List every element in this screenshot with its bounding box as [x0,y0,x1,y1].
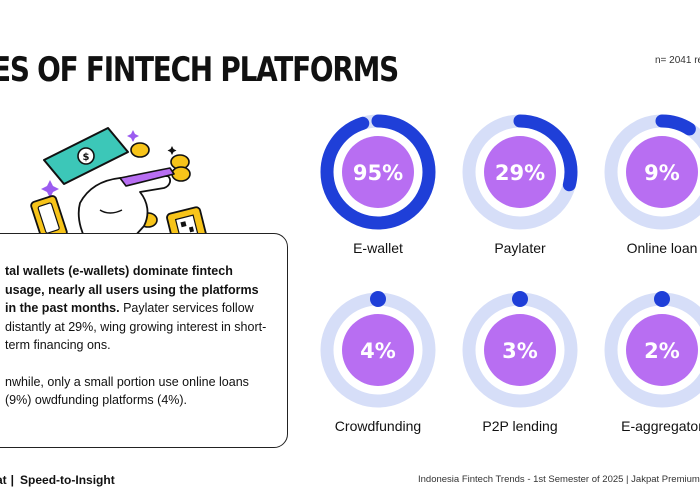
donut-center-e-aggregator [626,314,698,386]
donut-crowdfunding: 4% Crowdfunding [320,291,436,434]
insight-paragraph-2: nwhile, only a small portion use online … [5,374,249,408]
sample-size-note: n= 2041 res [655,55,700,66]
donut-center-p2p-lending [484,314,556,386]
brand-tagline: Speed-to-Insight [20,473,115,487]
svg-text:$: $ [83,152,90,163]
donut-center-paylater [484,136,556,208]
donut-center-e-wallet [342,136,414,208]
brand-name: at [0,473,7,487]
banknote-icon: $ [43,127,129,185]
donut-value-e-aggregator: 2% [644,339,680,363]
donut-label-crowdfunding: Crowdfunding [335,418,421,434]
donut-p2p-lending: 3% P2P lending [462,291,578,434]
insight-paragraph-1: tal wallets (e-wallets) dominate fintech… [5,262,273,355]
insight-text-box: tal wallets (e-wallets) dominate fintech… [0,233,288,448]
donut-label-e-aggregator: E-aggregator [621,418,700,434]
donut-arc-p2p-lending [512,291,528,307]
donut-value-e-wallet: 95% [353,161,403,185]
page-title: ES OF FINTECH PLATFORMS [0,50,399,90]
donut-e-aggregator: 2% E-aggregator [604,291,700,434]
donut-value-paylater: 29% [495,161,545,185]
footer-source: Indonesia Fintech Trends - 1st Semester … [418,474,700,485]
donut-label-p2p-lending: P2P lending [482,418,557,434]
donut-paylater: 29% Paylater [462,114,578,256]
insight-bold-text: tal wallets (e-wallets) dominate fintech… [5,264,259,315]
donut-arc-crowdfunding [370,291,386,307]
donut-value-crowdfunding: 4% [360,339,396,363]
donut-arc-e-aggregator [654,291,670,307]
footer-separator: | [10,473,15,487]
donut-arc-paylater [462,114,578,230]
donut-e-wallet: 95% E-wallet [320,114,436,256]
donut-label-online-loan: Online loan [627,240,698,256]
donut-arc-online-loan [604,114,700,230]
donut-label-e-wallet: E-wallet [353,240,403,256]
donut-arc-e-wallet [320,114,436,230]
donut-label-paylater: Paylater [494,240,546,256]
footer-brand: at| Speed-to-Insight [0,473,115,487]
donut-value-online-loan: 9% [644,161,680,185]
donut-center-crowdfunding [342,314,414,386]
donut-center-online-loan [626,136,698,208]
donut-value-p2p-lending: 3% [502,339,538,363]
sparkle-icon [41,130,177,198]
insight-regular-text: Paylater services follow distantly at 29… [5,301,267,352]
donut-online-loan: 9% Online loan [604,114,700,256]
